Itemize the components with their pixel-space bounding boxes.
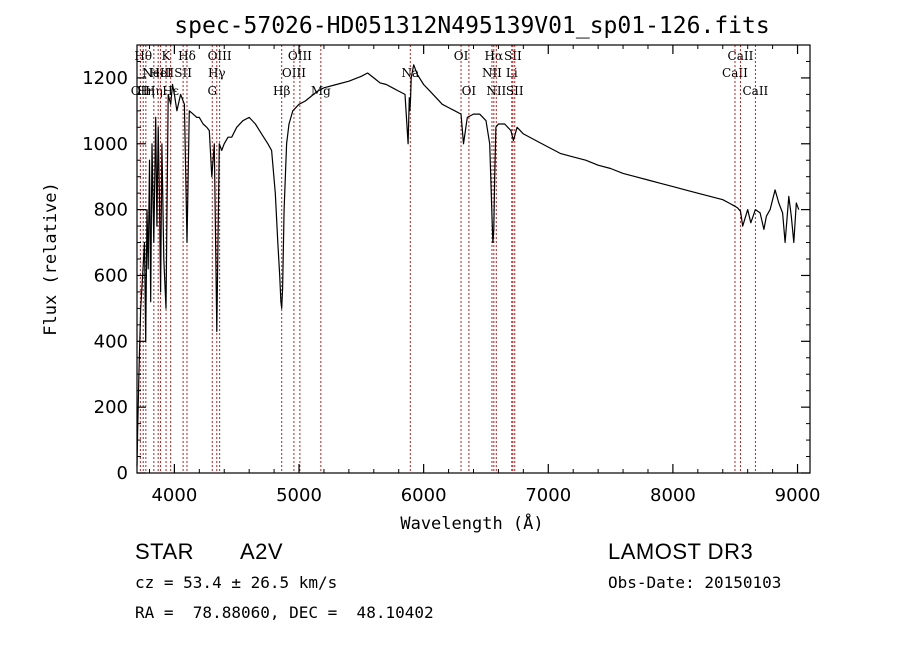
- marker-label: Hδ: [178, 49, 196, 63]
- marker-label: NII: [482, 66, 502, 80]
- marker-label: HeI: [149, 66, 172, 80]
- survey-name: LAMOST DR3: [608, 539, 754, 564]
- marker-label: Hθ: [134, 49, 152, 63]
- x-tick-label: 8000: [650, 485, 696, 506]
- marker-label: Hη: [137, 84, 155, 98]
- x-tick-label: 4000: [151, 485, 197, 506]
- marker-label: OIII: [288, 49, 312, 63]
- marker-label: OIII: [282, 66, 306, 80]
- x-axis-label: Wavelength (Å): [400, 512, 543, 534]
- marker-label: OI: [462, 84, 477, 98]
- marker-label: Hγ: [208, 66, 226, 80]
- coordinates: RA = 78.88060, DEC = 48.10402: [135, 603, 434, 622]
- x-tick-label: 6000: [401, 485, 447, 506]
- marker-label: SII: [504, 49, 522, 63]
- marker-label: SII: [174, 66, 192, 80]
- x-tick-label: 7000: [525, 485, 571, 506]
- marker-label: OI: [454, 49, 469, 63]
- y-tick-label: 1200: [82, 68, 128, 89]
- marker-label: CaII: [722, 66, 748, 80]
- marker-label: OIII: [208, 49, 232, 63]
- marker-label: CaII: [728, 49, 754, 63]
- spectrum-line: [136, 64, 800, 467]
- marker-label: Hα: [485, 49, 504, 63]
- marker-label: Hη: [145, 84, 163, 98]
- marker-label: SII: [506, 84, 524, 98]
- x-tick-label: 5000: [276, 485, 322, 506]
- y-axis-label: Flux (relative): [41, 182, 61, 336]
- marker-label: Hβ: [273, 84, 290, 98]
- y-tick-label: 1000: [82, 134, 128, 155]
- redshift-cz: cz = 53.4 ± 26.5 km/s: [135, 573, 338, 592]
- marker-label: Li: [506, 66, 518, 80]
- y-tick-label: 600: [94, 265, 128, 286]
- y-axis-ticks: 0 200 400 600 800 1000 1200: [82, 60, 810, 484]
- marker-label: G: [207, 84, 217, 98]
- marker-label: Na: [401, 66, 419, 80]
- marker-label: NII: [486, 84, 506, 98]
- marker-label: Hε: [162, 84, 179, 98]
- plot-frame: [136, 44, 811, 474]
- spectral-line-markers: HθOIIHηHηNeIIIHeIKHεSIIHδGHγOIIIHβOIIIOI…: [131, 45, 769, 473]
- marker-label: K: [162, 49, 172, 63]
- x-tick-label: 9000: [775, 485, 821, 506]
- object-subclass: A2V: [240, 539, 284, 564]
- y-tick-label: 400: [94, 331, 128, 352]
- observation-date: Obs-Date: 20150103: [608, 573, 782, 592]
- chart-title: spec-57026-HD051312N495139V01_sp01-126.f…: [174, 13, 769, 39]
- y-tick-label: 800: [94, 200, 128, 221]
- x-axis-ticks: 4000 5000 6000 7000 8000 9000: [148, 45, 821, 506]
- y-tick-label: 200: [94, 397, 128, 418]
- y-tick-label: 0: [117, 463, 128, 484]
- marker-label: CaII: [742, 84, 768, 98]
- object-class: STAR: [135, 539, 195, 564]
